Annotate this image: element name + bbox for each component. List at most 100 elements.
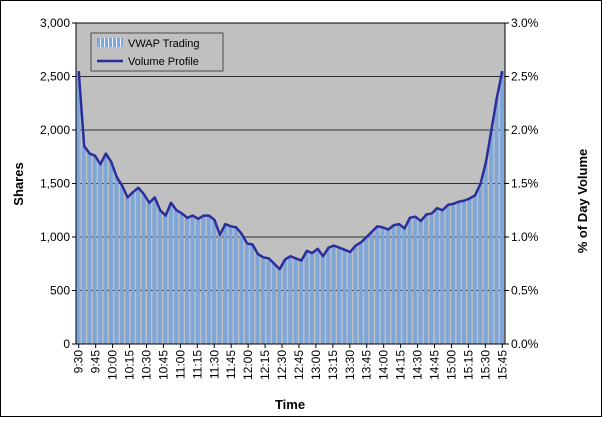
bar [478, 183, 483, 344]
legend-label-volume-profile: Volume Profile [128, 56, 199, 68]
x-tick-label: 11:45 [224, 350, 238, 379]
bar [190, 215, 195, 344]
x-tick-label: 13:30 [343, 350, 357, 380]
bar [467, 198, 472, 344]
bar [92, 155, 97, 344]
y-axis-left-ticks: 0 500 1,000 1,500 2,000 2,500 3,000 [40, 16, 76, 351]
bar [233, 227, 238, 344]
bar [413, 216, 418, 344]
bar [385, 229, 390, 344]
bar [472, 195, 477, 344]
bar [293, 258, 298, 344]
bar [440, 210, 445, 344]
bar [434, 208, 439, 344]
bar [461, 200, 466, 344]
y2-tick-label: 1.5% [511, 177, 539, 191]
legend-swatch-vwap-trading [97, 38, 123, 47]
x-tick-label: 11:00 [173, 350, 187, 379]
bar [130, 192, 135, 344]
bar [326, 247, 331, 344]
legend-label-vwap-trading: VWAP Trading [128, 38, 200, 50]
bar [201, 215, 206, 344]
bar [337, 247, 342, 344]
y-tick-label: 500 [50, 284, 70, 298]
legend: VWAP Trading Volume Profile [90, 32, 224, 72]
bar [223, 224, 228, 344]
bar [282, 259, 287, 344]
x-tick-label: 14:15 [394, 350, 408, 380]
x-tick-label: 13:00 [309, 350, 323, 380]
y2-tick-label: 2.0% [511, 123, 539, 137]
x-tick-label: 10:45 [156, 350, 170, 380]
bar [489, 130, 494, 344]
x-tick-label: 12:15 [258, 350, 272, 380]
bar [261, 257, 266, 344]
bar [304, 250, 309, 344]
bar [391, 225, 396, 344]
y2-tick-label: 1.0% [511, 230, 539, 244]
y-tick-label: 2,000 [40, 123, 70, 137]
bar [212, 219, 217, 344]
bar [456, 201, 461, 344]
x-tick-label: 11:15 [190, 350, 204, 379]
bar [483, 162, 488, 344]
x-tick-label: 12:45 [292, 350, 306, 380]
line-series-volume-profile [77, 70, 504, 271]
y-tick-label: 1,500 [40, 177, 70, 191]
y-tick-label: 3,000 [40, 16, 70, 30]
bar [277, 269, 282, 344]
x-axis-ticks: 9:30 9:45 10:00 10:15 10:30 10:45 11:00 11:15 11… [72, 344, 509, 380]
x-tick-label: 15:00 [444, 350, 458, 380]
bar [445, 204, 450, 344]
bar [81, 146, 86, 344]
bar [309, 253, 314, 344]
bar [320, 256, 325, 344]
bar [185, 217, 190, 344]
bar [315, 248, 320, 344]
y2-tick-label: 0.5% [511, 284, 539, 298]
x-tick-label: 12:00 [241, 350, 255, 380]
bar [342, 249, 347, 344]
bar [418, 220, 423, 344]
x-axis-title: Time [275, 397, 305, 412]
bar [347, 251, 352, 344]
bar-series-vwap-trading [76, 71, 504, 345]
y-axis-title: Shares [11, 162, 26, 205]
bar [407, 217, 412, 344]
x-tick-label: 13:15 [326, 350, 340, 380]
x-tick-label: 10:30 [139, 350, 153, 380]
x-tick-label: 15:45 [495, 350, 509, 380]
bar [353, 245, 358, 344]
bar [206, 215, 211, 344]
bar [98, 164, 103, 344]
bar [494, 97, 499, 345]
bar [429, 213, 434, 344]
bar [299, 260, 304, 344]
bar [255, 254, 260, 344]
x-tick-label: 14:45 [428, 350, 442, 380]
x-tick-label: 14:30 [411, 350, 425, 380]
x-tick-label: 15:15 [461, 350, 475, 380]
bar [244, 243, 249, 344]
bar [266, 258, 271, 344]
bar [195, 218, 200, 344]
x-tick-label: 11:30 [207, 350, 221, 379]
bar [423, 214, 428, 344]
y2-tick-label: 0.0% [511, 337, 539, 351]
bar [103, 153, 108, 344]
bar [228, 226, 233, 344]
bar [87, 153, 92, 344]
bar [141, 194, 146, 344]
bar [114, 177, 119, 344]
bar [152, 197, 157, 344]
bar [217, 234, 222, 344]
bar [179, 213, 184, 344]
bar [380, 227, 385, 344]
bar [250, 244, 255, 344]
bar [239, 233, 244, 344]
bar [157, 210, 162, 344]
x-tick-label: 12:30 [275, 350, 289, 380]
y-tick-label: 0 [63, 337, 70, 351]
y-tick-label: 1,000 [40, 230, 70, 244]
